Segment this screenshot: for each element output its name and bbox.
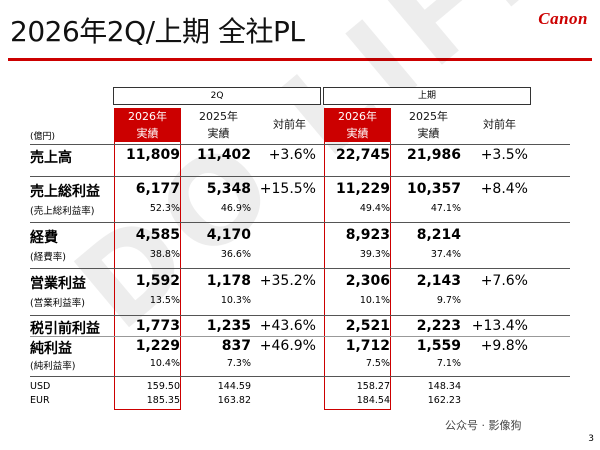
h1-prev-value: 162.23 bbox=[427, 395, 461, 406]
q2-current-value: 13.5% bbox=[149, 295, 180, 306]
q2-yoy-value: +3.6% bbox=[268, 147, 316, 163]
row-divider bbox=[30, 376, 570, 377]
row-label: USD bbox=[30, 381, 51, 392]
section-header-2q: 2Q bbox=[113, 87, 321, 105]
h1-current-value: 184.54 bbox=[356, 395, 390, 406]
h1-prev-value: 9.7% bbox=[436, 295, 461, 306]
q2-current-value: 1,592 bbox=[135, 273, 180, 289]
q2-prev-value: 46.9% bbox=[220, 203, 251, 214]
h1-prev-value: 47.1% bbox=[430, 203, 461, 214]
q2-current-year-header: 2026年 bbox=[114, 108, 181, 125]
q2-yoy-header: 対前年 bbox=[273, 118, 306, 131]
h1-prev-value: 8,214 bbox=[416, 227, 461, 243]
row-label: (売上総利益率) bbox=[30, 206, 95, 217]
h1-prev-value: 21,986 bbox=[406, 147, 461, 163]
row-label: 営業利益 bbox=[30, 276, 86, 292]
row-label: (経費率) bbox=[30, 252, 66, 263]
h1-yoy-value: +3.5% bbox=[480, 147, 528, 163]
h1-prev-value: 37.4% bbox=[430, 249, 461, 260]
page-number: 3 bbox=[588, 434, 594, 444]
h1-current-value: 11,229 bbox=[335, 181, 390, 197]
q2-prev-value: 837 bbox=[221, 338, 251, 354]
h1-current-value: 49.4% bbox=[359, 203, 390, 214]
row-label: EUR bbox=[30, 395, 50, 406]
h1-yoy-value: +8.4% bbox=[480, 181, 528, 197]
q2-prev-value: 10.3% bbox=[220, 295, 251, 306]
h1-prev-value: 7.1% bbox=[436, 358, 461, 369]
q2-prev-value: 36.6% bbox=[220, 249, 251, 260]
h1-current-sub-header: 実績 bbox=[324, 125, 391, 142]
h1-prev-year-header: 2025年 bbox=[409, 110, 448, 123]
q2-prev-value: 1,235 bbox=[206, 318, 251, 334]
q2-prev-value: 5,348 bbox=[206, 181, 251, 197]
h1-current-value: 22,745 bbox=[335, 147, 390, 163]
row-label: 売上総利益 bbox=[30, 184, 100, 200]
h1-current-value: 7.5% bbox=[365, 358, 390, 369]
q2-yoy-value: +46.9% bbox=[259, 338, 316, 354]
h1-prev-value: 1,559 bbox=[416, 338, 461, 354]
title-underline bbox=[8, 58, 592, 61]
canon-logo: Canon bbox=[538, 9, 588, 28]
h1-yoy-value: +7.6% bbox=[480, 273, 528, 289]
h1-current-value: 2,306 bbox=[345, 273, 390, 289]
h1-current-value: 1,712 bbox=[345, 338, 390, 354]
h1-current-value: 10.1% bbox=[359, 295, 390, 306]
q2-prev-year-header: 2025年 bbox=[199, 110, 238, 123]
row-divider bbox=[30, 268, 570, 269]
q2-prev-value: 4,170 bbox=[206, 227, 251, 243]
q2-prev-sub-header: 実績 bbox=[207, 127, 230, 140]
row-label: 税引前利益 bbox=[30, 321, 100, 337]
section-header-h1: 上期 bbox=[323, 87, 531, 105]
page-title: 2026年2Q/上期 全社PL bbox=[10, 15, 305, 48]
h1-current-value: 39.3% bbox=[359, 249, 390, 260]
h1-current-year-header: 2026年 bbox=[324, 108, 391, 125]
row-label: (純利益率) bbox=[30, 361, 76, 372]
q2-current-value: 38.8% bbox=[149, 249, 180, 260]
q2-yoy-value: +35.2% bbox=[259, 273, 316, 289]
h1-yoy-value: +9.8% bbox=[480, 338, 528, 354]
row-label: 売上高 bbox=[30, 150, 72, 166]
q2-current-value: 11,809 bbox=[125, 147, 180, 163]
h1-yoy-value: +13.4% bbox=[471, 318, 528, 334]
q2-prev-value: 11,402 bbox=[196, 147, 251, 163]
q2-current-value: 4,585 bbox=[135, 227, 180, 243]
q2-current-value: 159.50 bbox=[146, 381, 180, 392]
q2-yoy-value: +43.6% bbox=[259, 318, 316, 334]
h1-prev-value: 2,143 bbox=[416, 273, 461, 289]
h1-current-value: 2,521 bbox=[345, 318, 390, 334]
h1-yoy-header: 対前年 bbox=[483, 118, 516, 131]
q2-prev-value: 163.82 bbox=[217, 395, 251, 406]
q2-yoy-value: +15.5% bbox=[259, 181, 316, 197]
q2-prev-value: 7.3% bbox=[226, 358, 251, 369]
q2-current-value: 6,177 bbox=[135, 181, 180, 197]
q2-prev-value: 1,178 bbox=[206, 273, 251, 289]
row-divider bbox=[30, 144, 570, 145]
q2-current-value: 1,773 bbox=[135, 318, 180, 334]
q2-current-value: 1,229 bbox=[135, 338, 180, 354]
q2-current-value: 10.4% bbox=[149, 358, 180, 369]
h1-current-value: 158.27 bbox=[356, 381, 390, 392]
wechat-source-label: 公众号 · 影像狗 bbox=[445, 419, 522, 432]
row-divider bbox=[30, 315, 570, 316]
h1-current-value: 8,923 bbox=[345, 227, 390, 243]
row-divider bbox=[30, 176, 570, 177]
q2-prev-value: 144.59 bbox=[217, 381, 251, 392]
h1-prev-sub-header: 実績 bbox=[417, 127, 440, 140]
row-label: (営業利益率) bbox=[30, 298, 85, 309]
h1-prev-value: 2,223 bbox=[416, 318, 461, 334]
row-divider bbox=[30, 222, 570, 223]
h1-prev-value: 148.34 bbox=[427, 381, 461, 392]
h1-prev-value: 10,357 bbox=[406, 181, 461, 197]
row-label: 純利益 bbox=[30, 341, 72, 357]
row-label: 経費 bbox=[30, 230, 58, 246]
q2-current-value: 185.35 bbox=[146, 395, 180, 406]
q2-current-value: 52.3% bbox=[149, 203, 180, 214]
row-divider bbox=[30, 336, 570, 337]
unit-label: (億円) bbox=[30, 132, 56, 142]
q2-current-sub-header: 実績 bbox=[114, 125, 181, 142]
